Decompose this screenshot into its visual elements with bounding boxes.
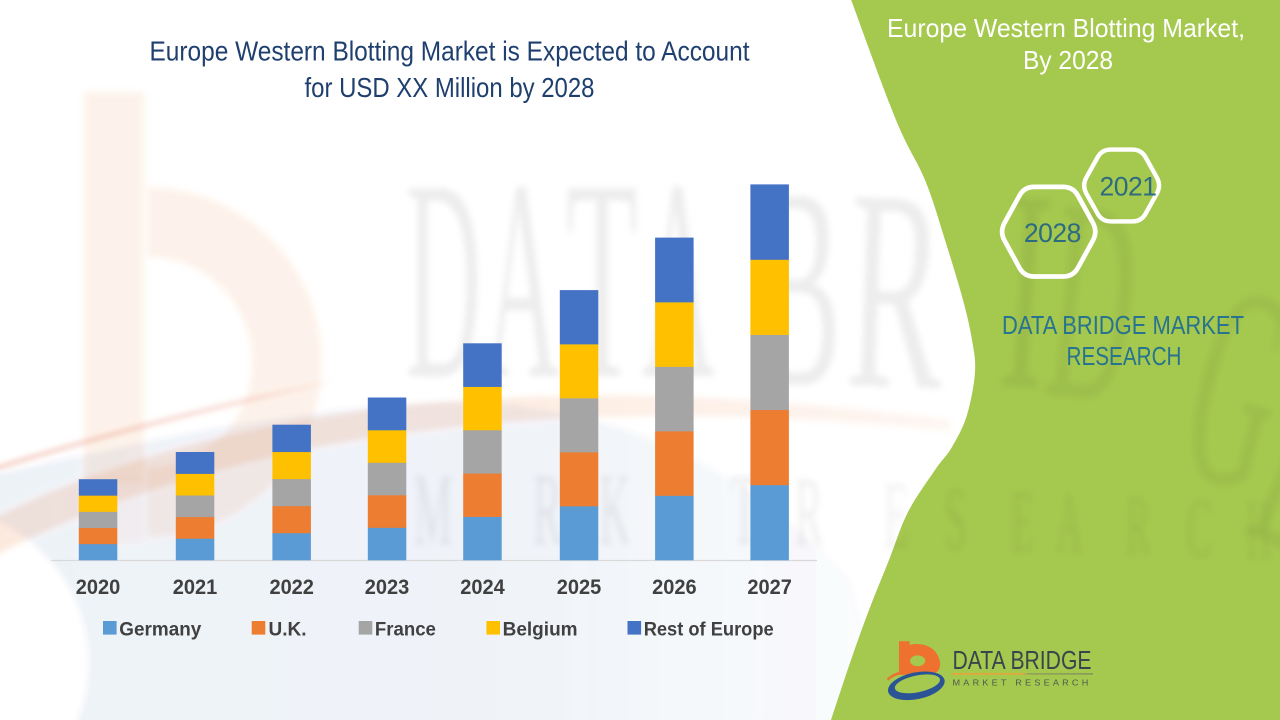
- svg-text:S: S: [945, 468, 966, 568]
- svg-text:Germany: Germany: [119, 619, 201, 641]
- svg-text:By 2028: By 2028: [1023, 45, 1113, 75]
- svg-text:2026: 2026: [652, 576, 697, 599]
- svg-text:2021: 2021: [1100, 172, 1157, 202]
- svg-text:Europe Western Blotting Market: Europe Western Blotting Market is Expect…: [150, 36, 750, 67]
- svg-text:RESEARCH: RESEARCH: [1067, 341, 1182, 371]
- svg-text:C: C: [1187, 482, 1211, 575]
- svg-text:2023: 2023: [365, 576, 410, 599]
- svg-text:Europe Western Blotting Market: Europe Western Blotting Market,: [887, 13, 1245, 43]
- svg-text:M: M: [414, 454, 452, 567]
- svg-text:R: R: [1126, 480, 1150, 574]
- svg-text:K: K: [599, 454, 630, 567]
- svg-text:R: R: [843, 131, 950, 452]
- svg-text:H: H: [1246, 484, 1271, 577]
- svg-text:Rest of Europe: Rest of Europe: [644, 619, 774, 641]
- svg-text:2021: 2021: [173, 576, 218, 599]
- svg-text:E: E: [884, 462, 908, 568]
- svg-text:2020: 2020: [76, 576, 121, 599]
- svg-text:R: R: [795, 458, 823, 568]
- svg-text:France: France: [375, 619, 436, 641]
- svg-text:for USD XX Million by 2028: for USD XX Million by 2028: [305, 72, 595, 103]
- svg-text:2024: 2024: [460, 576, 505, 599]
- svg-text:2022: 2022: [269, 576, 314, 599]
- svg-text:U.K.: U.K.: [269, 619, 307, 641]
- svg-text:E: E: [1011, 473, 1034, 571]
- svg-text:DATA BRIDGE: DATA BRIDGE: [953, 645, 1092, 675]
- svg-text:A: A: [1056, 476, 1082, 571]
- svg-text:Belgium: Belgium: [503, 619, 578, 641]
- svg-text:2027: 2027: [747, 576, 792, 599]
- svg-text:2028: 2028: [1024, 218, 1081, 248]
- svg-text:R: R: [533, 454, 562, 567]
- svg-text:MARKET RESEARCH: MARKET RESEARCH: [953, 678, 1092, 688]
- svg-text:DATA BRIDGE MARKET: DATA BRIDGE MARKET: [1002, 310, 1244, 340]
- svg-text:2025: 2025: [557, 576, 602, 599]
